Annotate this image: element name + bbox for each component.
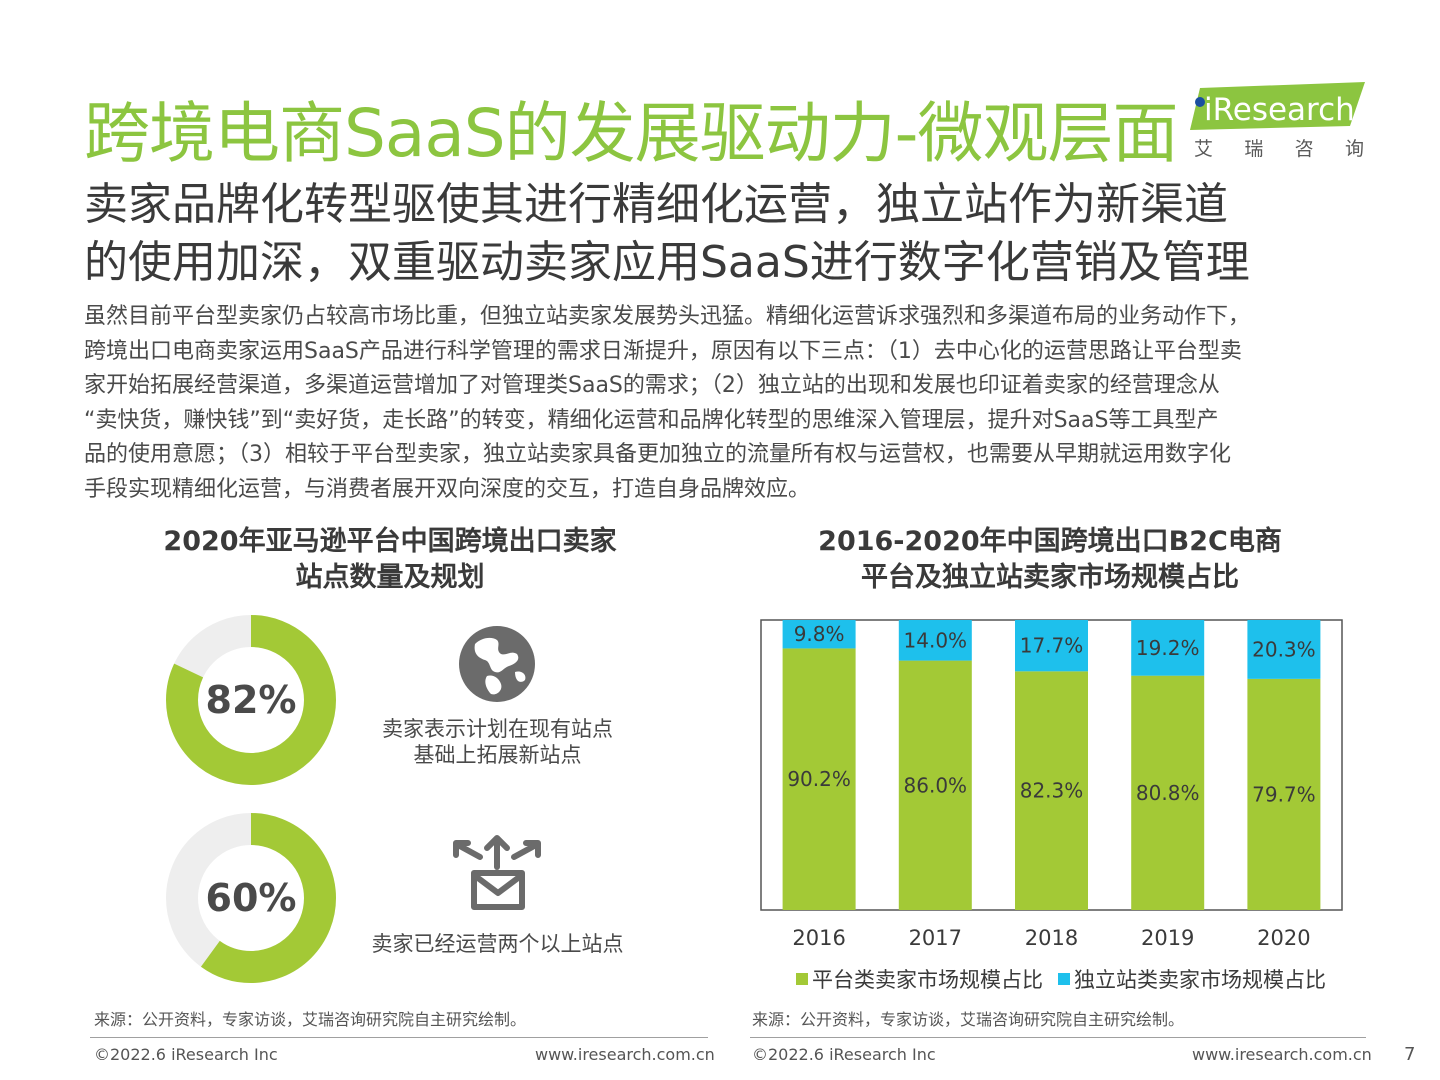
website-link-left[interactable]: www.iresearch.com.cn [535, 1045, 715, 1064]
right-panel-title: 2016-2020年中国跨境出口B2C电商 平台及独立站卖家市场规模占比 [818, 526, 1282, 593]
data-label-independent: 17.7% [1020, 634, 1084, 658]
subtitle-line-1: 卖家品牌化转型驱使其进行精细化运营，独立站作为新渠道 [84, 179, 1228, 230]
data-label-platform: 82.3% [1020, 779, 1084, 803]
stacked-bar-chart: 90.2% 9.8% 2016 86.0% 14.0% 2017 82.3% 17.7% 201… [760, 619, 1343, 992]
body-line: 品的使用意愿；（3）相较于平台型卖家，独立站卖家具备更加独立的流量所有权与运营权… [84, 442, 1232, 467]
bar-independent-2016 [782, 620, 856, 649]
x-tick-label: 2017 [909, 926, 962, 950]
x-tick-label: 2018 [1025, 926, 1078, 950]
mail-share-icon [453, 835, 541, 910]
data-label-independent: 9.8% [794, 622, 845, 646]
legend-label: 平台类卖家市场规模占比 [812, 968, 1043, 992]
subtitle: 卖家品牌化转型驱使其进行精细化运营，独立站作为新渠道 的使用加深，双重驱动卖家应… [84, 176, 1384, 292]
legend-label: 独立站类卖家市场规模占比 [1074, 968, 1326, 992]
bar-platform-2019 [1131, 675, 1205, 910]
donut-chart-82: 82% [166, 615, 336, 785]
iresearch-logo: iResearch 艾 瑞 咨 询 [1190, 74, 1370, 164]
left-panel-title: 2020年亚马逊平台中国跨境出口卖家 站点数量及规划 [163, 526, 617, 593]
logo-cn-text: 艾 瑞 咨 询 [1194, 138, 1364, 160]
donut-fill [166, 615, 336, 785]
data-label-platform: 90.2% [787, 767, 851, 791]
page-title: 跨境电商SaaS的发展驱动力-微观层面 [84, 95, 1178, 172]
body-line: 家开始拓展经营渠道，多渠道运营增加了对管理类SaaS的需求；（2）独立站的出现和… [84, 373, 1220, 398]
bar-independent-2019 [1131, 620, 1205, 676]
subtitle-line-2: 的使用加深，双重驱动卖家应用SaaS进行数字化营销及管理 [84, 237, 1250, 288]
data-label-independent: 19.2% [1136, 636, 1200, 660]
x-tick-label: 2019 [1141, 926, 1194, 950]
body-line: 跨境出口电商卖家运用SaaS产品进行科学管理的需求日渐提升，原因有以下三点：（1… [84, 338, 1242, 364]
logo-word-text: iResearch [1204, 92, 1355, 128]
stat1-caption: 卖家表示计划在现有站点 基础上拓展新站点 [382, 717, 613, 767]
x-tick-label: 2020 [1257, 926, 1310, 950]
data-label-platform: 80.8% [1136, 781, 1200, 805]
copyright-left: ©2022.6 iResearch Inc [94, 1045, 278, 1064]
body-line: 手段实现精细化运营，与消费者展开双向深度的交互，打造自身品牌效应。 [84, 476, 811, 502]
body-paragraph: 虽然目前平台型卖家仍占较高市场比重，但独立站卖家发展势头迅猛。精细化运营诉求强烈… [84, 300, 1374, 507]
source-note-right: 来源：公开资料，专家访谈，艾瑞咨询研究院自主研究绘制。 [752, 1010, 1185, 1029]
data-label-independent: 14.0% [904, 628, 968, 652]
page-number: 7 [1404, 1044, 1416, 1065]
website-link-right[interactable]: www.iresearch.com.cn [1192, 1045, 1372, 1064]
body-line: “卖快货，赚快钱”到“卖好货，走长路”的转变，精细化运营和品牌化转型的思维深入管… [84, 407, 1219, 433]
donut-fill [166, 813, 336, 983]
copyright-right: ©2022.6 iResearch Inc [752, 1045, 936, 1064]
data-label-independent: 20.3% [1252, 637, 1316, 661]
bar-platform-2016 [782, 648, 856, 910]
globe-icon [459, 626, 535, 702]
bar-independent-2020 [1247, 620, 1321, 679]
legend-swatch [1058, 973, 1070, 985]
bar-independent-2017 [898, 620, 972, 661]
x-tick-label: 2016 [792, 926, 845, 950]
donut-percent-label: 60% [205, 876, 297, 920]
source-note-left: 来源：公开资料，专家访谈，艾瑞咨询研究院自主研究绘制。 [94, 1010, 527, 1029]
donut-percent-label: 82% [205, 678, 297, 722]
donut-chart-60: 60% [166, 813, 336, 983]
data-label-platform: 86.0% [904, 773, 968, 797]
legend-swatch [796, 973, 808, 985]
footer-divider [750, 1037, 1366, 1038]
bar-independent-2018 [1015, 620, 1088, 672]
bar-platform-2017 [898, 660, 972, 910]
body-line: 虽然目前平台型卖家仍占较高市场比重，但独立站卖家发展势头迅猛。精细化运营诉求强烈… [84, 304, 1251, 329]
footer-divider [90, 1037, 708, 1038]
iresearch-logo-mark: iResearch [1190, 82, 1365, 130]
data-label-platform: 79.7% [1252, 782, 1316, 806]
bar-platform-2018 [1015, 671, 1088, 910]
stat2-caption: 卖家已经运营两个以上站点 [371, 932, 624, 956]
bar-platform-2020 [1247, 678, 1321, 910]
